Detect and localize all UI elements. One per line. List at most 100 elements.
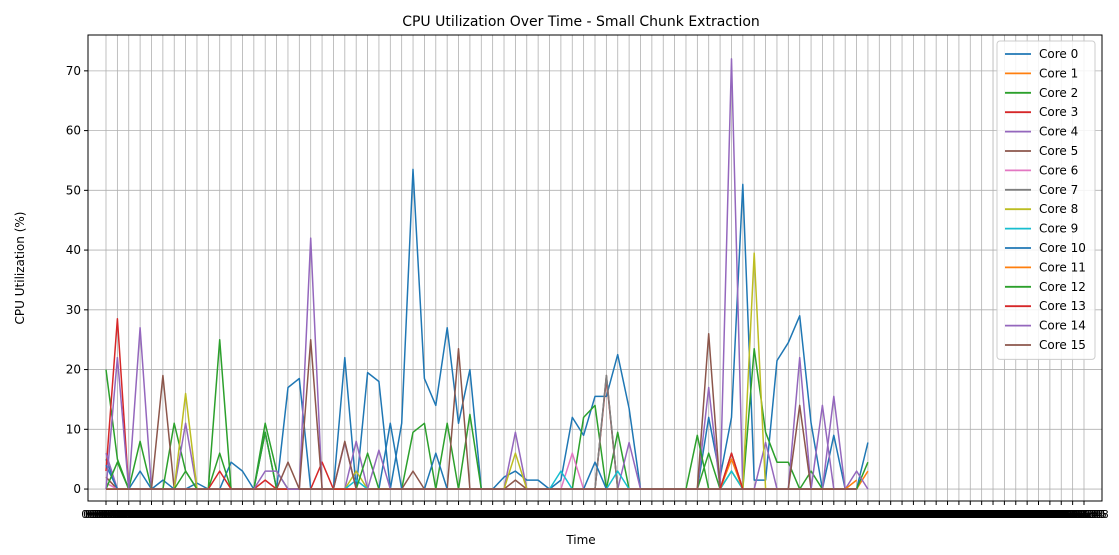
x-tick-label: 06:34:00 (779, 508, 828, 521)
x-tick-label: 06:25:25 (592, 508, 641, 521)
x-tick-label: 06:11:30 (289, 508, 338, 521)
x-tick-label: 06:30:55 (712, 508, 761, 521)
x-tick-label: 06:14:45 (359, 508, 408, 521)
x-tick-label: 06:08:55 (232, 508, 281, 521)
x-tick-label: 06:40:55 (930, 508, 979, 521)
x-tick-label: 06:24:10 (565, 508, 614, 521)
x-tick-label: 06:19:00 (452, 508, 501, 521)
x-tick-label: 06:41:20 (939, 508, 988, 521)
x-tick-label: 06:43:00 (976, 508, 1025, 521)
x-tick-label: 06:45:50 (1037, 508, 1086, 521)
x-tick-label: 06:29:20 (678, 508, 727, 521)
x-tick-label: 06:05:35 (159, 508, 208, 521)
x-tick-label: 06:02:35 (94, 508, 143, 521)
x-tick-label: 06:20:15 (479, 508, 528, 521)
x-tick-label: 06:09:15 (239, 508, 288, 521)
x-tick-label: 06:28:40 (663, 508, 712, 521)
x-tick-label: 06:08:10 (216, 508, 265, 521)
x-tick-label: 06:37:05 (847, 508, 896, 521)
x-tick-label: 06:11:15 (283, 508, 332, 521)
x-tick-label: 06:41:25 (941, 508, 990, 521)
x-tick-label: 06:16:15 (392, 508, 441, 521)
x-tick-label: 06:44:25 (1007, 508, 1056, 521)
x-tick-label: 06:05:10 (150, 508, 199, 521)
x-tick-label: 06:06:00 (169, 508, 218, 521)
x-tick-label: 06:19:55 (472, 508, 521, 521)
x-tick-label: 06:46:15 (1047, 508, 1096, 521)
x-tick-label: 06:11:10 (281, 508, 330, 521)
x-tick-label: 06:28:05 (650, 508, 699, 521)
y-tick-label: 70 (66, 64, 81, 78)
x-tick-label: 06:03:55 (123, 508, 172, 521)
x-tick-label: 06:46:00 (1041, 508, 1090, 521)
x-tick-label: 06:25:55 (603, 508, 652, 521)
x-tick-label: 06:22:00 (518, 508, 567, 521)
x-tick-label: 06:27:45 (643, 508, 692, 521)
x-tick-label: 06:31:40 (728, 508, 777, 521)
x-tick-label: 06:39:30 (899, 508, 948, 521)
x-tick-label: 06:16:45 (403, 508, 452, 521)
x-tick-label: 06:36:50 (841, 508, 890, 521)
x-tick-label: 06:38:45 (883, 508, 932, 521)
x-tick-label: 06:46:35 (1054, 508, 1103, 521)
x-tick-label: 06:31:45 (730, 508, 779, 521)
x-tick-label: 06:16:50 (405, 508, 454, 521)
x-tick-label: 06:32:55 (756, 508, 805, 521)
x-tick-label: 06:32:25 (745, 508, 794, 521)
x-tick-label: 06:20:30 (485, 508, 534, 521)
x-tick-label: 06:03:20 (110, 508, 159, 521)
x-tick-label: 06:36:15 (828, 508, 877, 521)
x-tick-label: 06:16:30 (398, 508, 447, 521)
legend-entry: Core 1 (1039, 66, 1078, 80)
x-tick-label: 06:45:45 (1036, 508, 1085, 521)
x-tick-label: 06:07:30 (201, 508, 250, 521)
x-tick-label: 06:13:30 (332, 508, 381, 521)
x-tick-label: 06:23:05 (541, 508, 590, 521)
x-tick-label: 06:17:50 (427, 508, 476, 521)
x-tick-label: 06:36:20 (830, 508, 879, 521)
x-tick-label: 06:24:40 (576, 508, 625, 521)
x-tick-label: 06:39:00 (888, 508, 937, 521)
x-tick-label: 06:20:10 (478, 508, 527, 521)
x-tick-label: 06:19:45 (468, 508, 517, 521)
x-tick-label: 06:42:15 (959, 508, 1008, 521)
x-tick-label: 06:41:55 (952, 508, 1001, 521)
x-tick-label: 06:37:10 (848, 508, 897, 521)
x-tick-label: 06:37:20 (852, 508, 901, 521)
x-tick-label: 06:31:30 (725, 508, 774, 521)
x-tick-label: 06:02:55 (101, 508, 150, 521)
series-line-15 (106, 440, 857, 490)
x-tick-label: 06:34:15 (785, 508, 834, 521)
x-tick-label: 06:23:35 (552, 508, 601, 521)
x-tick-label: 06:14:50 (361, 508, 410, 521)
x-tick-label: 06:38:40 (881, 508, 930, 521)
x-tick-label: 06:41:35 (945, 508, 994, 521)
x-tick-label: 06:24:15 (567, 508, 616, 521)
x-tick-label: 06:32:40 (750, 508, 799, 521)
x-tick-label: 06:06:35 (181, 508, 230, 521)
x-tick-label: 06:30:30 (703, 508, 752, 521)
x-tick-label: 06:21:55 (516, 508, 565, 521)
x-tick-label: 06:40:10 (914, 508, 963, 521)
x-tick-label: 06:29:00 (670, 508, 719, 521)
x-tick-label: 06:10:30 (267, 508, 316, 521)
x-tick-label: 06:13:35 (334, 508, 383, 521)
x-tick-label: 06:05:25 (156, 508, 205, 521)
x-tick-label: 06:05:45 (163, 508, 212, 521)
x-tick-label: 06:34:55 (799, 508, 848, 521)
x-tick-label: 06:17:55 (429, 508, 478, 521)
x-tick-label: 06:10:35 (269, 508, 318, 521)
x-tick-label: 06:02:10 (85, 508, 134, 521)
legend-entry: Core 8 (1039, 202, 1078, 216)
x-tick-label: 06:36:45 (839, 508, 888, 521)
x-tick-label: 06:08:40 (227, 508, 276, 521)
x-tick-label: 06:04:50 (143, 508, 192, 521)
x-tick-label: 06:03:40 (118, 508, 167, 521)
x-tick-label: 06:27:55 (647, 508, 696, 521)
x-tick-label: 06:21:35 (508, 508, 557, 521)
x-tick-label: 06:35:50 (819, 508, 868, 521)
x-tick-label: 06:17:25 (418, 508, 467, 521)
x-tick-label: 06:19:25 (461, 508, 510, 521)
x-tick-label: 06:30:50 (710, 508, 759, 521)
x-tick-label: 06:22:40 (532, 508, 581, 521)
